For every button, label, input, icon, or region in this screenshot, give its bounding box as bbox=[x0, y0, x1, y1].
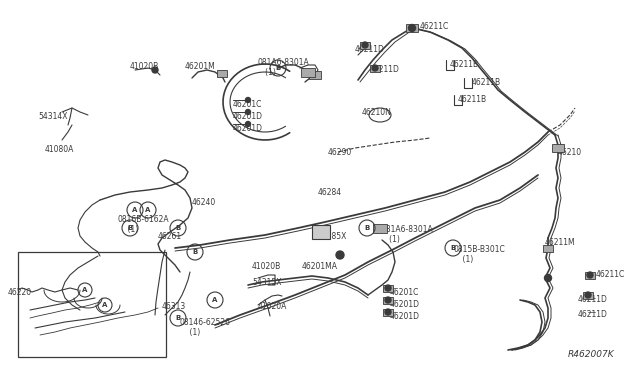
Text: 46211B: 46211B bbox=[458, 95, 487, 104]
Bar bbox=[383, 285, 393, 292]
Text: R462007K: R462007K bbox=[568, 350, 614, 359]
Text: 081A6-8301A
   (1): 081A6-8301A (1) bbox=[382, 225, 434, 244]
Text: 46261: 46261 bbox=[158, 232, 182, 241]
Bar bbox=[309, 71, 321, 79]
Text: 0816B-6162A
    (1): 0816B-6162A (1) bbox=[118, 215, 170, 234]
Text: 46220: 46220 bbox=[8, 288, 32, 297]
Bar bbox=[406, 24, 418, 32]
Circle shape bbox=[585, 292, 591, 298]
Text: 41020B: 41020B bbox=[130, 62, 159, 71]
Text: 46240: 46240 bbox=[192, 198, 216, 207]
Text: A: A bbox=[212, 297, 218, 303]
Bar bbox=[583, 292, 593, 298]
Bar bbox=[312, 225, 330, 239]
Text: A: A bbox=[102, 302, 108, 308]
Text: 081A6-8301A
   (1): 081A6-8301A (1) bbox=[258, 58, 310, 77]
Text: 46201D: 46201D bbox=[233, 112, 263, 121]
Text: B: B bbox=[451, 245, 456, 251]
Text: 46210N: 46210N bbox=[362, 108, 392, 117]
Bar bbox=[370, 64, 380, 71]
Text: B: B bbox=[127, 225, 132, 231]
Text: 46211D: 46211D bbox=[370, 65, 400, 74]
Bar bbox=[360, 42, 370, 48]
Text: B: B bbox=[193, 249, 198, 255]
Circle shape bbox=[246, 122, 250, 126]
Circle shape bbox=[362, 42, 368, 48]
Text: 54315X: 54315X bbox=[252, 278, 282, 287]
Bar bbox=[552, 144, 564, 152]
Text: 08146-62526
    (1): 08146-62526 (1) bbox=[180, 318, 231, 337]
Circle shape bbox=[152, 67, 158, 73]
Text: 46211B: 46211B bbox=[450, 60, 479, 69]
Text: 41020B: 41020B bbox=[252, 262, 281, 271]
Text: 46211M: 46211M bbox=[545, 238, 575, 247]
Text: B: B bbox=[175, 315, 180, 321]
Text: 46211D: 46211D bbox=[578, 310, 608, 319]
Text: A: A bbox=[132, 207, 138, 213]
Text: 0815B-B301C
    (1): 0815B-B301C (1) bbox=[453, 245, 505, 264]
Text: 46201M: 46201M bbox=[185, 62, 216, 71]
Text: 46313: 46313 bbox=[162, 302, 186, 311]
Bar bbox=[383, 296, 393, 304]
Text: 46201MA: 46201MA bbox=[302, 262, 338, 271]
Text: 46285X: 46285X bbox=[318, 232, 348, 241]
Text: 41080A: 41080A bbox=[45, 145, 74, 154]
Bar bbox=[18, 252, 166, 357]
Text: 41020A: 41020A bbox=[258, 302, 287, 311]
Circle shape bbox=[385, 285, 391, 291]
Circle shape bbox=[408, 25, 415, 32]
Text: 46211B: 46211B bbox=[472, 78, 501, 87]
Circle shape bbox=[385, 297, 391, 303]
Circle shape bbox=[336, 251, 344, 259]
Circle shape bbox=[246, 109, 250, 115]
Circle shape bbox=[385, 309, 391, 315]
Bar bbox=[585, 272, 595, 279]
Bar bbox=[383, 308, 393, 315]
Text: A: A bbox=[83, 287, 88, 293]
Text: B: B bbox=[275, 65, 280, 71]
Circle shape bbox=[246, 97, 250, 103]
Bar bbox=[373, 224, 387, 232]
Text: B: B bbox=[364, 225, 370, 231]
Text: 46211C: 46211C bbox=[596, 270, 625, 279]
Text: 54314X: 54314X bbox=[38, 112, 67, 121]
Text: 46211C: 46211C bbox=[420, 22, 449, 31]
Text: 46211D: 46211D bbox=[355, 45, 385, 54]
Text: 46284: 46284 bbox=[318, 188, 342, 197]
Bar bbox=[217, 70, 227, 77]
Text: 46201C: 46201C bbox=[390, 288, 419, 297]
Bar bbox=[301, 67, 315, 77]
Text: B: B bbox=[175, 225, 180, 231]
Text: 46201C: 46201C bbox=[233, 100, 262, 109]
Text: 46201D: 46201D bbox=[233, 124, 263, 133]
Text: A: A bbox=[145, 207, 150, 213]
Circle shape bbox=[545, 275, 552, 282]
Text: 46210: 46210 bbox=[558, 148, 582, 157]
Text: 46290: 46290 bbox=[328, 148, 352, 157]
Circle shape bbox=[372, 65, 378, 71]
Text: 46211D: 46211D bbox=[578, 295, 608, 304]
Circle shape bbox=[587, 272, 593, 278]
Text: 46201D: 46201D bbox=[390, 312, 420, 321]
Bar bbox=[543, 244, 553, 251]
Text: 46201D: 46201D bbox=[390, 300, 420, 309]
